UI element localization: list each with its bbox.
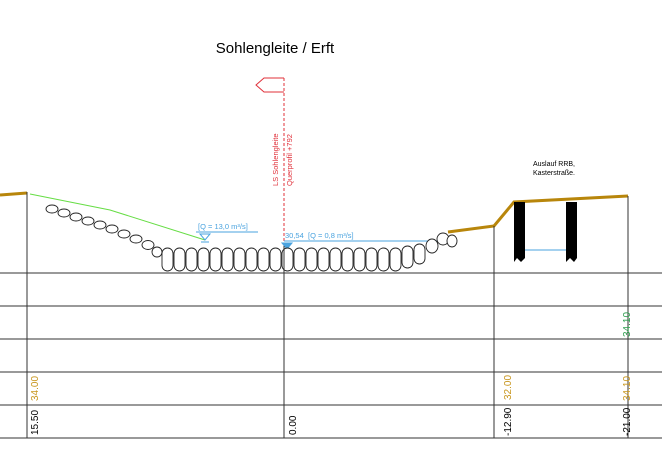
drawing-title: Sohlengleite / Erft — [216, 40, 335, 57]
ground-right — [447, 194, 629, 234]
stones-slope — [45, 204, 163, 258]
section-marker — [255, 77, 285, 246]
value-gold-left: 34.00 — [30, 376, 41, 401]
distance-center: 0.00 — [288, 415, 299, 435]
design-line-green — [29, 193, 206, 241]
distance-right: -21.00 — [622, 407, 633, 436]
water-level-label: 30,54 — [285, 231, 304, 240]
outlet-label-2: Kasterstraße. — [533, 170, 575, 177]
discharge-low-label: [Q = 0,8 m³/s] — [308, 231, 354, 240]
section-label-2: Querprofil +792 — [285, 134, 294, 186]
distance-mid-right: -12.90 — [503, 407, 514, 436]
outlet-label-1: Auslauf RRB, — [533, 161, 575, 168]
value-gold-right: 34.10 — [622, 376, 633, 401]
section-label-1: LS Sohlengleite — [271, 133, 280, 186]
data-table-grid — [0, 192, 662, 439]
water-level-symbol-icon — [198, 233, 212, 243]
basin-walls — [514, 202, 577, 262]
value-gold-mid-right: 32.00 — [503, 375, 514, 400]
stones-bed — [161, 232, 458, 272]
distance-left: 15.50 — [30, 410, 41, 435]
discharge-high-label: [Q = 13,0 m³/s] — [198, 222, 248, 231]
value-green-right: 34.10 — [622, 312, 633, 337]
ground-left — [0, 191, 28, 197]
section-arrow-icon — [255, 77, 284, 93]
